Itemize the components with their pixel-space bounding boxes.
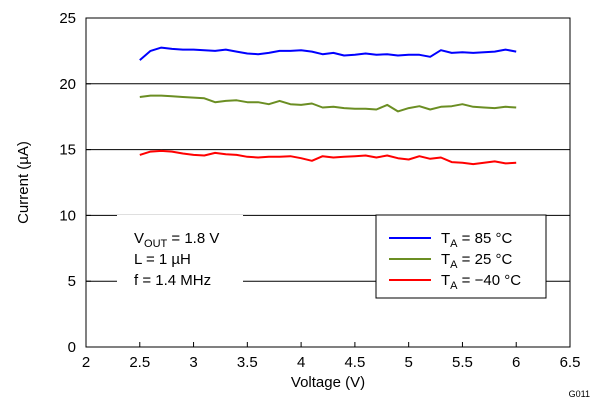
figure-id: G011 <box>569 389 590 399</box>
y-tick-label: 25 <box>59 10 76 27</box>
series-line <box>139 46 517 61</box>
x-tick-label: 3 <box>189 354 197 371</box>
legend-entry-label: TA = −40 °C <box>441 272 521 292</box>
y-tick-label: 20 <box>59 76 76 93</box>
x-tick-label: 2.5 <box>129 354 150 371</box>
y-axis-ticks: 0 5 10 15 20 25 <box>59 10 91 356</box>
annotation-line: VOUT = 1.8 V <box>134 230 219 250</box>
x-tick-label: 5 <box>404 354 412 371</box>
series-layer <box>139 46 517 166</box>
legend: TA = 85 °CTA = 25 °CTA = −40 °C <box>375 214 547 299</box>
x-tick-label: 6 <box>512 354 520 371</box>
conditions-annotation: VOUT = 1.8 VL = 1 µH f = 1.4 MHz <box>117 215 243 295</box>
y-axis-label: Current (µA) <box>15 141 32 224</box>
x-tick-label: 4 <box>297 354 305 371</box>
x-axis-ticks: 2 2.5 3 3.5 4 4.5 5 5.5 6 6.5 <box>82 342 581 371</box>
x-axis-label: Voltage (V) <box>291 374 365 391</box>
y-tick-label: 5 <box>68 273 76 290</box>
legend-entry-label: TA = 85 °C <box>441 230 512 250</box>
x-tick-label: 3.5 <box>237 354 258 371</box>
x-tick-label: 5.5 <box>452 354 473 371</box>
plot-area-frame <box>85 17 571 348</box>
series-line <box>139 94 517 113</box>
annotation-line: f = 1.4 MHz <box>134 272 211 289</box>
x-tick-label: 2 <box>82 354 90 371</box>
annotation-line: L = 1 µH <box>134 251 191 268</box>
x-tick-label: 6.5 <box>560 354 581 371</box>
annotation-background <box>117 215 243 295</box>
legend-entry-label: TA = 25 °C <box>441 251 512 271</box>
x-tick-label: 4.5 <box>344 354 365 371</box>
y-tick-label: 15 <box>59 142 76 159</box>
legend-box <box>375 214 547 299</box>
y-tick-label: 10 <box>59 207 76 224</box>
y-tick-label: 0 <box>68 339 76 356</box>
series-line <box>139 149 517 166</box>
